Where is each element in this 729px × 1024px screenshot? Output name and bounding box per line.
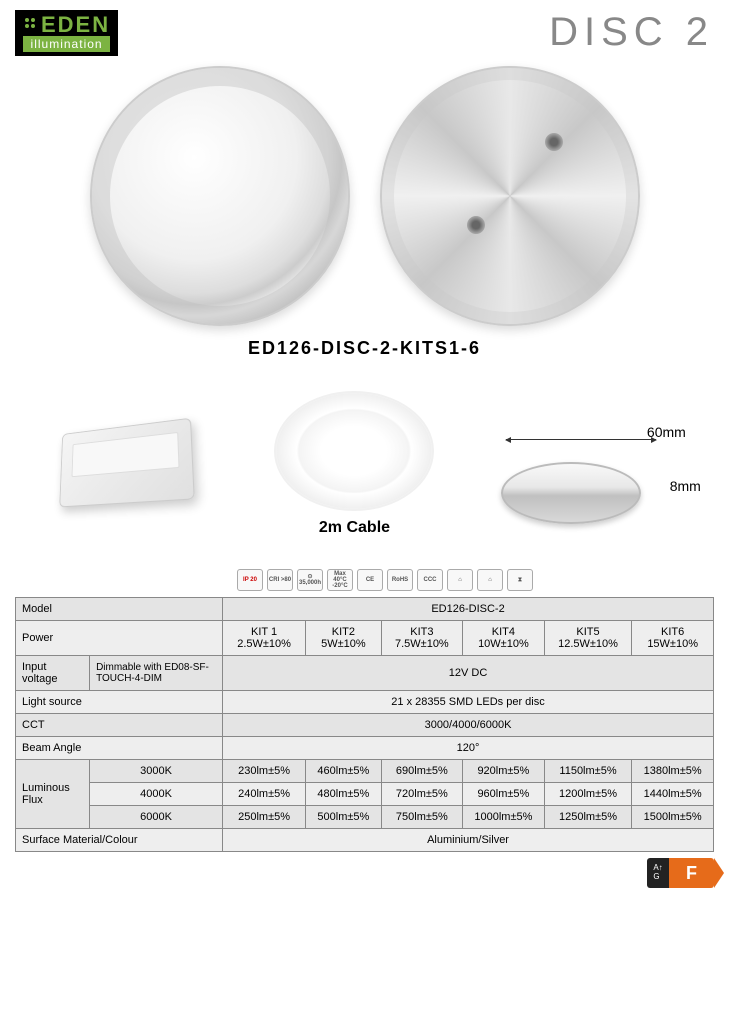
table-row: Beam Angle 120°: [16, 737, 714, 760]
cert-ccc: CCC: [417, 569, 443, 591]
cable-label: 2m Cable: [254, 519, 454, 537]
table-row: CCT 3000/4000/6000K: [16, 714, 714, 737]
dimension-diagram: 60mm 8mm: [481, 379, 711, 549]
value-material: Aluminium/Silver: [223, 829, 714, 852]
cell: 1150lm±5%: [544, 760, 632, 783]
table-row: Surface Material/Colour Aluminium/Silver: [16, 829, 714, 852]
cell: 6000K: [90, 806, 223, 829]
cert-cri: CRI >80: [267, 569, 293, 591]
table-row: Input voltage Dimmable with ED08-SF-TOUC…: [16, 656, 714, 691]
value-model: ED126-DISC-2: [223, 598, 714, 621]
cell: 1000lm±5%: [463, 806, 545, 829]
dimension-height: 8mm: [670, 478, 701, 494]
cell: 1440lm±5%: [632, 783, 714, 806]
cert-rohs: RoHS: [387, 569, 413, 591]
label-lumen: Luminous Flux: [16, 760, 90, 829]
driver-image: [18, 379, 228, 549]
cell: 920lm±5%: [463, 760, 545, 783]
header: EDEN illumination DISC 2: [15, 10, 714, 56]
table-row: Model ED126-DISC-2: [16, 598, 714, 621]
cell: 1250lm±5%: [544, 806, 632, 829]
label-cct: CCT: [16, 714, 223, 737]
logo-text-top: EDEN: [41, 12, 110, 37]
cell: 4000K: [90, 783, 223, 806]
hero-images: [15, 66, 714, 326]
cert-hours: ⊙ 35,000h: [297, 569, 323, 591]
label-dimmable: Dimmable with ED08-SF-TOUCH-4-DIM: [90, 656, 223, 691]
cell: 240lm±5%: [223, 783, 306, 806]
cell: 720lm±5%: [381, 783, 462, 806]
label-material: Surface Material/Colour: [16, 829, 223, 852]
cert-house1: ⌂: [447, 569, 473, 591]
disc-back-image: [380, 66, 640, 326]
logo-text-bottom: illumination: [23, 36, 110, 52]
cell: 460lm±5%: [306, 760, 382, 783]
accessory-row: 2m Cable 60mm 8mm: [15, 379, 714, 549]
table-row: Luminous Flux 3000K 230lm±5% 460lm±5% 69…: [16, 760, 714, 783]
cell: 3000K: [90, 760, 223, 783]
cert-ce: CE: [357, 569, 383, 591]
value-light-source: 21 x 28355 SMD LEDs per disc: [223, 691, 714, 714]
table-row: 6000K 250lm±5% 500lm±5% 750lm±5% 1000lm±…: [16, 806, 714, 829]
label-power: Power: [16, 621, 223, 656]
energy-label: A↑G F: [15, 858, 714, 888]
cell: KIT3 7.5W±10%: [381, 621, 462, 656]
product-title: DISC 2: [549, 10, 714, 55]
cell: 690lm±5%: [381, 760, 462, 783]
table-row: Power KIT 1 2.5W±10% KIT2 5W±10% KIT3 7.…: [16, 621, 714, 656]
cell: 1500lm±5%: [632, 806, 714, 829]
energy-range: A↑G: [647, 858, 669, 888]
cable-image: 2m Cable: [254, 391, 454, 537]
label-beam: Beam Angle: [16, 737, 223, 760]
cell: KIT4 10W±10%: [463, 621, 545, 656]
cell: 1200lm±5%: [544, 783, 632, 806]
cell: 750lm±5%: [381, 806, 462, 829]
cert-house2: ⌂: [477, 569, 503, 591]
value-voltage: 12V DC: [223, 656, 714, 691]
spec-table: Model ED126-DISC-2 Power KIT 1 2.5W±10% …: [15, 597, 714, 852]
table-row: Light source 21 x 28355 SMD LEDs per dis…: [16, 691, 714, 714]
cell: 960lm±5%: [463, 783, 545, 806]
part-number: ED126-DISC-2-KITS1-6: [15, 338, 714, 359]
label-voltage: Input voltage: [16, 656, 90, 691]
cell: 1380lm±5%: [632, 760, 714, 783]
cert-timer: ⧗: [507, 569, 533, 591]
cell: 230lm±5%: [223, 760, 306, 783]
cert-temp: Max 40°C -20°C: [327, 569, 353, 591]
table-row: 4000K 240lm±5% 480lm±5% 720lm±5% 960lm±5…: [16, 783, 714, 806]
label-model: Model: [16, 598, 223, 621]
cert-ip20: IP 20: [237, 569, 263, 591]
cell: 480lm±5%: [306, 783, 382, 806]
cell: KIT5 12.5W±10%: [544, 621, 632, 656]
value-beam: 120°: [223, 737, 714, 760]
cell: 250lm±5%: [223, 806, 306, 829]
certifications: IP 20 CRI >80 ⊙ 35,000h Max 40°C -20°C C…: [237, 569, 714, 591]
energy-grade: F: [669, 858, 714, 888]
cell: 500lm±5%: [306, 806, 382, 829]
disc-front-image: [90, 66, 350, 326]
cell: KIT6 15W±10%: [632, 621, 714, 656]
value-cct: 3000/4000/6000K: [223, 714, 714, 737]
logo: EDEN illumination: [15, 10, 118, 56]
dimension-width: 60mm: [647, 424, 686, 440]
label-light-source: Light source: [16, 691, 223, 714]
cell: KIT2 5W±10%: [306, 621, 382, 656]
cell: KIT 1 2.5W±10%: [223, 621, 306, 656]
